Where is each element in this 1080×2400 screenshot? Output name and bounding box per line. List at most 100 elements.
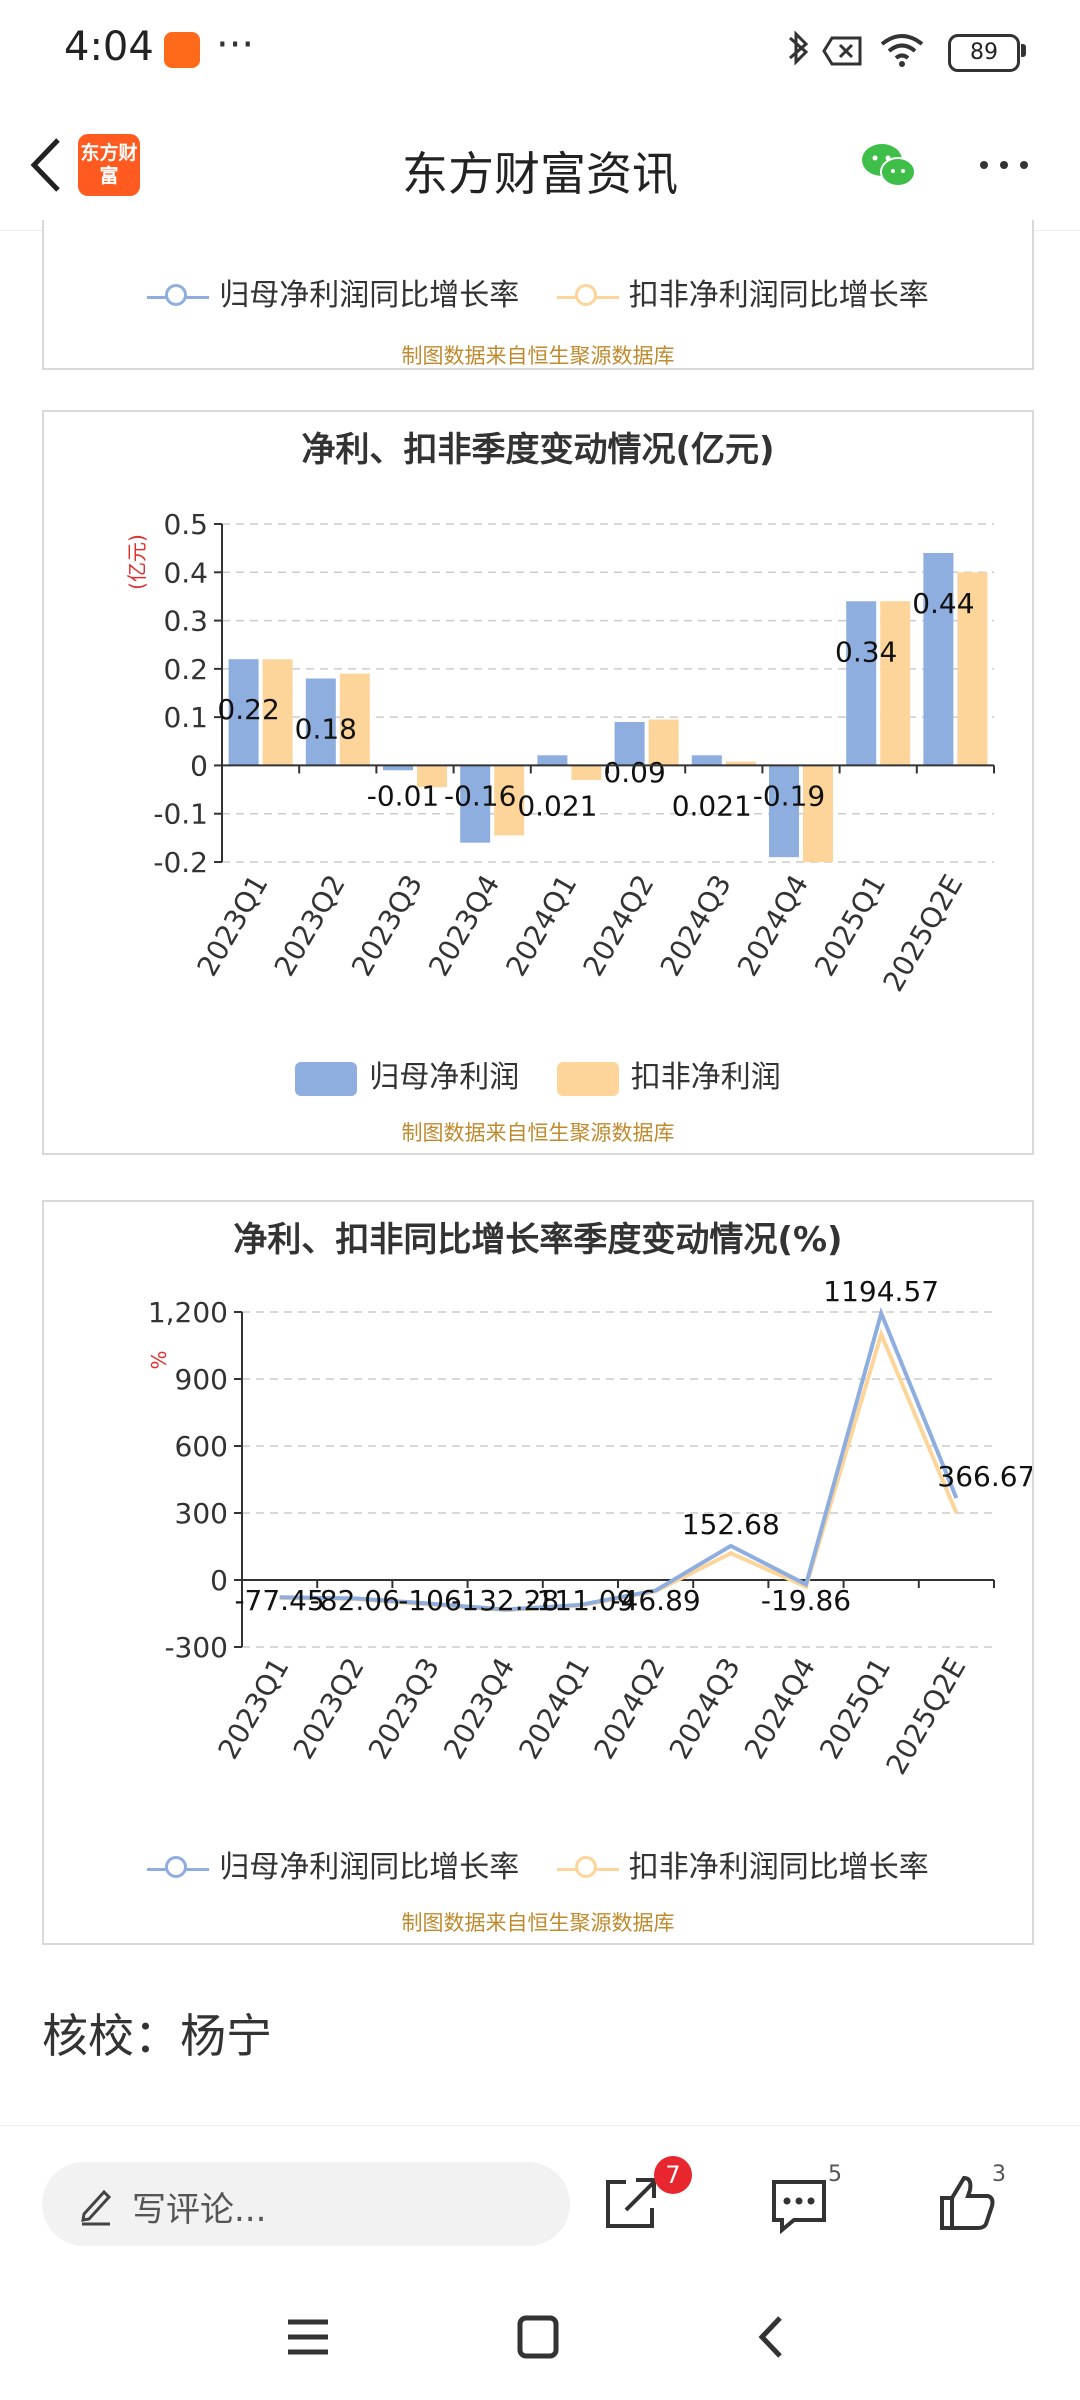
comments-count: 5 xyxy=(828,2162,842,2187)
y-tick-label: 300 xyxy=(175,1497,228,1530)
y-tick-label: 0 xyxy=(190,749,208,782)
x-tick-label: 2023Q3 xyxy=(362,1652,446,1765)
wifi-icon xyxy=(880,34,924,67)
data-label: -19.86 xyxy=(761,1584,851,1617)
bar-chart: 0.5 0.4 0.3 0.2 0.1 0 -0.1 -0.2 (亿元) 0.22 2023Q1 0.… xyxy=(125,508,995,997)
like-button[interactable]: 3 xyxy=(932,2162,1006,2238)
data-label: 366.67 xyxy=(937,1460,1032,1493)
back-icon[interactable] xyxy=(742,2310,802,2364)
battery-nub xyxy=(1021,44,1026,57)
bar-series-a xyxy=(691,755,722,766)
data-label: -0.19 xyxy=(753,779,825,812)
bar-series-b xyxy=(648,719,679,766)
y-tick-label: -300 xyxy=(164,1631,228,1664)
bar-series-b xyxy=(417,765,447,788)
top-navigation-bar: 东方财富 东方财富资讯 xyxy=(0,100,1080,231)
legend-item[interactable]: 扣非净利润同比增长率 xyxy=(556,270,929,314)
back-arrow-icon[interactable] xyxy=(20,130,80,200)
y-axis-label: % xyxy=(147,1350,171,1369)
app-logo[interactable]: 东方财富 xyxy=(78,134,140,196)
legend-item[interactable]: 归母净利润 xyxy=(295,1052,519,1096)
data-label: -0.01 xyxy=(367,779,439,812)
chart-legend: 归母净利润同比增长率 扣非净利润同比增长率 xyxy=(44,1842,1032,1886)
page-title: 东方财富资讯 xyxy=(402,147,678,201)
wechat-share-icon[interactable] xyxy=(858,140,918,190)
menu-icon[interactable] xyxy=(278,2310,338,2364)
data-label: 0.021 xyxy=(672,789,752,822)
y-tick-label: 0 xyxy=(210,1564,228,1597)
bar-series-b xyxy=(262,659,293,766)
bar-series-b xyxy=(339,673,370,766)
legend-line-marker xyxy=(556,1854,619,1884)
status-more: ··· xyxy=(216,22,255,68)
status-time: 4:04 xyxy=(64,24,154,70)
chart-title: 净利、扣非同比增长率季度变动情况(%) xyxy=(233,1220,843,1260)
bar-series-b xyxy=(880,601,911,766)
legend-label: 扣非净利润同比增长率 xyxy=(628,278,929,313)
x-tick-label: 2023Q3 xyxy=(345,869,429,982)
legend-item[interactable]: 扣非净利润 xyxy=(556,1052,781,1096)
legend-color-swatch xyxy=(295,1061,358,1096)
comments-button[interactable]: 5 xyxy=(764,2162,842,2238)
line-chart-card: 净利、扣非同比增长率季度变动情况(%) 1,200 900 600 300 0 -300%… xyxy=(42,1200,1034,1945)
y-tick-label: 0.5 xyxy=(163,508,208,541)
share-count-badge: 7 xyxy=(654,2156,692,2194)
legend-item[interactable]: 归母净利润同比增长率 xyxy=(147,1842,519,1886)
chart-legend: 归母净利润 扣非净利润 xyxy=(44,1052,1032,1096)
reviewer-credit: 核校：杨宁 xyxy=(42,2009,272,2063)
legend-label: 归母净利润同比增长率 xyxy=(219,1850,520,1885)
legend-label: 扣非净利润 xyxy=(630,1060,781,1095)
bar-series-a xyxy=(305,678,336,766)
x-tick-label: 2024Q4 xyxy=(738,1652,822,1765)
legend-item[interactable]: 扣非净利润同比增长率 xyxy=(556,1842,929,1886)
legend-item[interactable]: 归母净利润同比增长率 xyxy=(147,270,519,314)
data-label: 0.34 xyxy=(835,635,897,668)
x-tick-label: 2025Q1 xyxy=(808,869,892,982)
data-label: 0.44 xyxy=(912,587,974,620)
series-line-b xyxy=(279,1328,959,1613)
bar-series-a xyxy=(460,765,491,843)
data-label: -46.89 xyxy=(610,1584,700,1617)
data-label: 1194.57 xyxy=(823,1275,939,1308)
comment-input[interactable]: 写评论... xyxy=(42,2162,570,2246)
y-tick-label: -0.1 xyxy=(153,798,208,831)
likes-count: 3 xyxy=(992,2162,1006,2187)
line-chart: 1,200 900 600 300 0 -300% -77.45 2023Q1 -82.06 20… xyxy=(147,1275,1032,1780)
x-tick-label: 2024Q1 xyxy=(499,869,583,982)
pencil-icon xyxy=(81,2189,112,2226)
bar-series-b xyxy=(725,761,756,766)
y-tick-label: 600 xyxy=(175,1430,228,1463)
bar-series-a xyxy=(846,601,877,766)
x-tick-label: 2024Q2 xyxy=(588,1652,672,1765)
more-options-icon[interactable] xyxy=(974,140,1034,190)
data-label: 0.021 xyxy=(517,789,597,822)
y-tick-label: 1,200 xyxy=(148,1296,228,1329)
y-tick-label: 900 xyxy=(175,1363,228,1396)
data-label: -106 xyxy=(398,1584,462,1617)
x-tick-label: 2025Q1 xyxy=(813,1652,897,1765)
comment-bubble-icon xyxy=(772,2180,826,2235)
divider xyxy=(0,2125,1080,2126)
y-tick-label: 0.2 xyxy=(163,653,208,686)
bar-series-a xyxy=(769,765,799,858)
bar-chart-card: 净利、扣非季度变动情况(亿元) 0.5 0.4 0.3 0.2 0.1 0 -0.1 -0.2… xyxy=(42,410,1034,1155)
bar-series-b xyxy=(494,765,525,836)
data-label: 0.09 xyxy=(603,756,665,789)
data-source-note: 制图数据来自恒生聚源数据库 xyxy=(401,1911,675,1935)
y-tick-label: -0.2 xyxy=(153,846,208,879)
thumbs-up-icon xyxy=(940,2175,995,2230)
bar-series-a xyxy=(537,755,568,766)
data-label: -82.06 xyxy=(310,1584,400,1617)
x-tick-label: 2023Q4 xyxy=(437,1652,521,1765)
x-tick-label: 2023Q2 xyxy=(287,1652,371,1765)
x-tick-label: 2023Q1 xyxy=(212,1652,296,1765)
x-tick-label: 2023Q1 xyxy=(191,869,275,982)
comment-placeholder: 写评论... xyxy=(132,2190,267,2230)
legend-label: 归母净利润 xyxy=(369,1060,520,1095)
battery-indicator: 89 xyxy=(948,34,1020,72)
x-tick-label: 2023Q4 xyxy=(422,869,506,982)
home-icon[interactable] xyxy=(508,2310,568,2364)
y-tick-label: 0.1 xyxy=(163,701,208,734)
notification-app-icon xyxy=(164,32,200,68)
data-source-note: 制图数据来自恒生聚源数据库 xyxy=(401,1121,675,1145)
